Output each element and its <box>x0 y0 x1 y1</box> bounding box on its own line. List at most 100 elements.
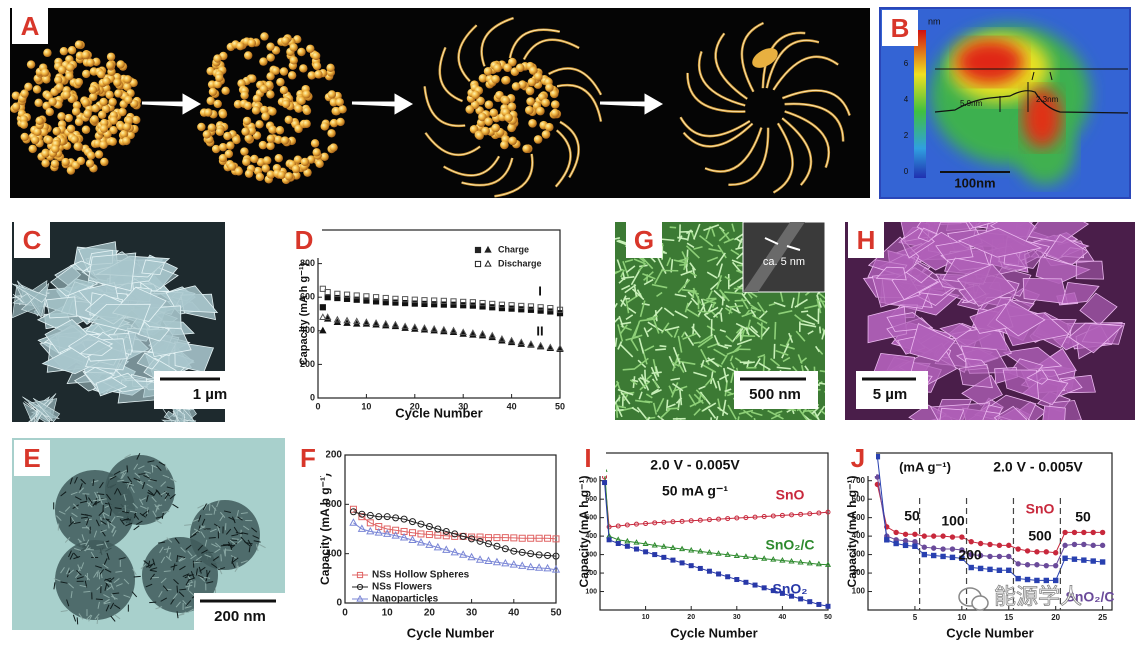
flake <box>1075 260 1105 280</box>
nanoparticle <box>541 130 551 139</box>
nanoparticle <box>262 156 272 165</box>
profile-label: 2.3nm <box>1036 95 1059 104</box>
nanosheet-edge <box>104 541 108 549</box>
nanorod <box>725 304 741 314</box>
nanorod <box>773 301 786 308</box>
nanosheet-edge <box>97 601 100 609</box>
nanorod <box>823 390 825 394</box>
nanosheet-edge <box>149 569 157 572</box>
nanosheet-edge <box>100 516 103 525</box>
nanorod <box>720 312 723 322</box>
x-tick-label: 10 <box>957 613 966 622</box>
nanorod <box>615 403 619 418</box>
nanosheet-edge <box>53 582 56 590</box>
nanorod <box>750 306 762 312</box>
data-point <box>324 289 331 296</box>
nanoparticle <box>511 82 521 91</box>
data-point <box>411 323 419 331</box>
nanoparticle <box>533 135 543 144</box>
data-point <box>489 304 496 311</box>
nanoparticle <box>545 83 554 92</box>
nanosheet-edge <box>68 583 75 589</box>
panel-label-bg <box>286 222 322 258</box>
nanosheet-edge <box>73 521 81 525</box>
nanorod <box>638 391 643 400</box>
flake <box>905 262 934 284</box>
legend-marker <box>484 245 492 253</box>
nanosheet-edge <box>209 528 217 533</box>
nanorod <box>616 259 622 271</box>
nanosheet-edge <box>172 593 178 600</box>
nanosheet-edge <box>782 90 851 116</box>
nanosheet-edge <box>225 528 232 535</box>
nanorod <box>637 263 646 272</box>
data-point <box>537 304 544 311</box>
nanorod <box>725 335 734 343</box>
nanoparticle <box>544 122 554 132</box>
nanorod <box>673 259 688 264</box>
nanoparticle <box>132 115 141 125</box>
nanorod <box>633 320 641 337</box>
data-point <box>912 531 918 537</box>
data-point <box>449 326 458 334</box>
y-tick-label: 700 <box>852 476 866 485</box>
data-point <box>987 541 993 548</box>
panel-label-bg <box>848 222 884 258</box>
afm-map <box>930 25 1090 185</box>
nanoparticle <box>484 117 493 126</box>
nanosheet-edge <box>210 563 218 569</box>
x-tick-label: 15 <box>1004 613 1013 622</box>
data-point <box>1081 529 1087 536</box>
nanosheet-edge <box>139 497 147 502</box>
data-point <box>893 540 899 547</box>
panel-label: E <box>23 443 40 473</box>
height-profile <box>934 90 1129 114</box>
nanosheet-edge <box>111 593 116 601</box>
data-point <box>798 511 804 517</box>
nanoparticle <box>329 98 338 107</box>
data-point <box>884 537 890 543</box>
nanosheet-edge <box>163 570 171 573</box>
nanoparticle <box>268 125 277 134</box>
data-point <box>742 553 749 559</box>
plot-frame <box>867 452 1113 611</box>
nanosheet-edge <box>548 67 602 95</box>
data-point <box>789 593 795 599</box>
data-point <box>770 588 776 594</box>
nanoparticle <box>44 135 54 145</box>
nanoparticle <box>99 124 109 133</box>
nanorod <box>735 246 744 250</box>
nanosheet-edge <box>172 503 179 509</box>
data-point <box>959 534 965 540</box>
data-point <box>633 539 640 545</box>
nanorod <box>704 314 711 321</box>
nanosheet-edge <box>556 84 602 122</box>
nanoparticle <box>244 134 253 143</box>
nanorod <box>717 380 721 391</box>
nanosheet-edge <box>133 463 139 470</box>
nanoparticle <box>508 136 517 146</box>
data-point <box>959 547 965 553</box>
data-point <box>893 529 899 536</box>
data-point <box>469 299 476 306</box>
data-point <box>383 525 391 533</box>
y-tick-label: 800 <box>325 499 342 510</box>
nanosheet-edge <box>220 554 222 562</box>
nanosheet-edge <box>148 562 155 569</box>
nanoparticle <box>276 77 285 87</box>
nanoparticle <box>478 73 488 83</box>
data-point <box>968 551 974 558</box>
nanosheet-edge <box>109 508 112 516</box>
nanosheet-edge <box>79 584 87 588</box>
nanorod <box>617 388 634 396</box>
nanosheet-edge <box>240 512 248 515</box>
nanosheet-edge <box>73 555 81 560</box>
nanosheet-edge <box>113 604 121 610</box>
data-point <box>442 545 451 553</box>
data-point <box>1071 541 1078 548</box>
nanoparticle <box>294 124 303 134</box>
data-point <box>498 305 506 312</box>
data-point <box>752 582 758 588</box>
nanoparticle <box>41 149 50 158</box>
nanorod <box>790 297 795 309</box>
